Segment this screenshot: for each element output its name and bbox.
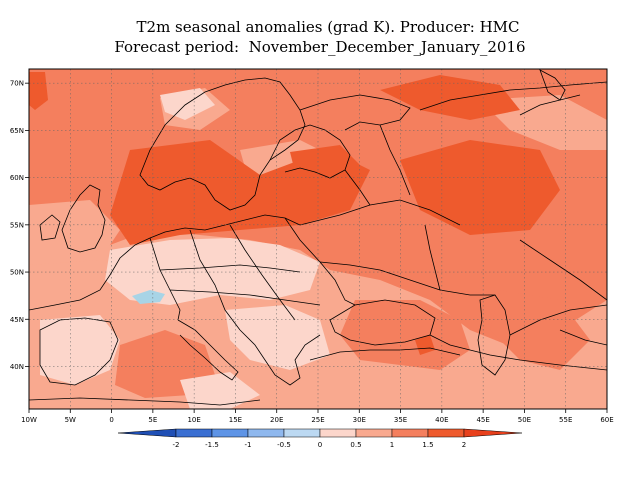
colorbar-swatch <box>463 428 523 438</box>
colorbar-label: 2 <box>462 441 466 449</box>
anomaly-zone-red-orange-russia <box>400 140 560 235</box>
lat-tick-label: 45N <box>10 316 24 324</box>
lat-tick-label: 70N <box>10 80 24 88</box>
anomaly-field <box>29 69 607 409</box>
lon-tick-label: 60E <box>600 416 613 424</box>
colorbar-label: -2 <box>173 441 180 449</box>
lon-tick-label: 25E <box>311 416 324 424</box>
lon-tick-label: 5W <box>65 416 76 424</box>
colorbar-label: 1.5 <box>422 441 433 449</box>
lon-tick-label: 15E <box>229 416 242 424</box>
lon-tick-label: 5E <box>148 416 157 424</box>
colorbar-swatch <box>175 428 213 438</box>
lat-tick-label: 40N <box>10 363 24 371</box>
lat-tick-label: 55N <box>10 221 24 229</box>
anomaly-zone-pale-iberia <box>40 315 120 385</box>
lon-tick-label: 40E <box>435 416 448 424</box>
lon-tick-label: 50E <box>518 416 531 424</box>
anomaly-zone-pale-central <box>105 238 320 305</box>
anomaly-zone-light-west <box>29 200 120 265</box>
anomaly-zone-pale-south <box>180 372 260 409</box>
lon-tick-label: 10W <box>21 416 37 424</box>
colorbar-swatch <box>283 428 321 438</box>
map-title: T2m seasonal anomalies (grad K). Produce… <box>136 18 520 36</box>
anomaly-zone-red-orange-arctic <box>380 75 520 120</box>
map-gridlines <box>29 69 607 409</box>
lat-tick-label: 65N <box>10 127 24 135</box>
lat-tick-label: 50N <box>10 269 24 277</box>
axis-ticks: 10W 5W 0 5E 10E 15E 20E 25E 30E 35E 40E 45E 50E 55E 60… <box>10 80 614 424</box>
lon-tick-label: 55E <box>559 416 572 424</box>
coastlines-and-borders <box>29 69 607 406</box>
colorbar-label: -1.5 <box>205 441 219 449</box>
anomaly-zone-pale-arctic <box>160 88 215 120</box>
anomaly-zone-pale-balkans <box>225 305 330 370</box>
colorbar-swatch <box>427 428 465 438</box>
anomaly-zone-salmon-caspian <box>490 290 590 370</box>
anomaly-zone-red-orange-caucasus <box>415 335 435 355</box>
colorbar-label: 0 <box>318 441 322 449</box>
colorbar-swatch <box>211 428 249 438</box>
anomaly-zone-salmon-south <box>340 300 470 370</box>
lon-tick-label: 45E <box>476 416 489 424</box>
lat-tick-label: 60N <box>10 174 24 182</box>
forecast-period: Forecast period: November_December_Janua… <box>114 38 526 56</box>
colorbar-label: 1 <box>390 441 394 449</box>
colorbar-swatch <box>391 428 429 438</box>
colorbar-swatch <box>247 428 285 438</box>
colorbar-swatch <box>355 428 393 438</box>
colorbar-swatch <box>319 428 357 438</box>
colorbar-swatch <box>117 428 177 438</box>
colorbar-label: -1 <box>245 441 252 449</box>
lon-tick-label: 20E <box>270 416 283 424</box>
anomaly-zone-red-orange-northwest <box>29 72 48 110</box>
colorbar: -2 -1.5 -1 -0.5 0 0.5 1 1.5 2 <box>117 428 523 449</box>
colorbar-label: 0.5 <box>350 441 361 449</box>
anomaly-zone-negative-france <box>132 290 165 304</box>
lon-tick-label: 10E <box>187 416 200 424</box>
colorbar-label: -0.5 <box>277 441 291 449</box>
lon-tick-label: 0 <box>109 416 113 424</box>
lon-tick-label: 30E <box>353 416 366 424</box>
lon-tick-label: 35E <box>394 416 407 424</box>
